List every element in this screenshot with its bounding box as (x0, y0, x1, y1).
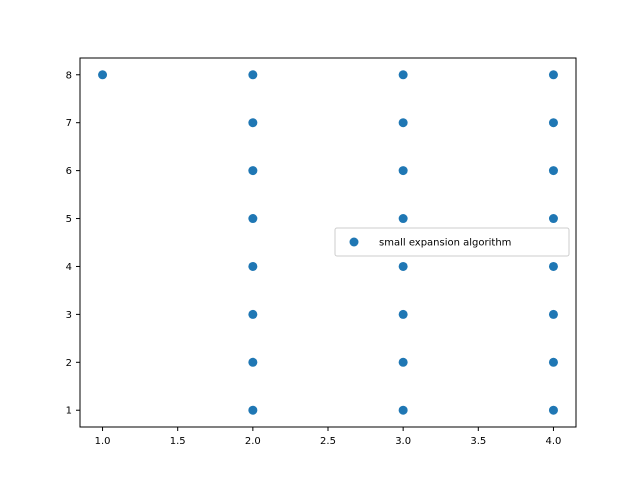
y-tick-label: 6 (66, 166, 72, 177)
x-axis: 1.0 1.5 2.0 2.5 3.0 3.5 4.0 (95, 427, 562, 447)
y-axis: 1 2 3 4 5 6 7 8 (66, 70, 80, 417)
data-point (548, 261, 558, 271)
legend-box (334, 227, 570, 257)
data-point (248, 405, 258, 415)
x-tick-label: 1.5 (170, 436, 186, 447)
y-tick-label: 4 (66, 262, 72, 273)
data-point (398, 309, 408, 319)
y-tick-label: 2 (66, 358, 72, 369)
data-point (548, 357, 558, 367)
x-tick-label: 3.5 (470, 436, 486, 447)
data-point (398, 166, 408, 176)
x-tick-label: 3.0 (395, 436, 411, 447)
x-tick-label: 4.0 (546, 436, 562, 447)
data-point (398, 214, 408, 224)
data-point (248, 166, 258, 176)
legend: small expansion algorithm (334, 227, 570, 257)
data-point (548, 118, 558, 128)
data-point (548, 214, 558, 224)
x-tick-label: 2.5 (320, 436, 336, 447)
x-tick-label: 1.0 (95, 436, 111, 447)
y-tick-label: 1 (66, 406, 72, 417)
data-point (248, 357, 258, 367)
data-point (398, 405, 408, 415)
data-point (398, 118, 408, 128)
data-point (548, 309, 558, 319)
data-point (548, 405, 558, 415)
data-point (548, 166, 558, 176)
data-points (98, 70, 558, 415)
data-point (398, 261, 408, 271)
data-point (248, 70, 258, 80)
data-point (248, 309, 258, 319)
y-tick-label: 5 (66, 214, 72, 225)
data-point (248, 118, 258, 128)
data-point (398, 357, 408, 367)
y-tick-label: 3 (66, 310, 72, 321)
data-point (248, 214, 258, 224)
y-tick-label: 7 (66, 118, 72, 129)
data-point (548, 70, 558, 80)
legend-marker (349, 237, 359, 247)
data-point (98, 70, 108, 80)
y-tick-label: 8 (66, 70, 72, 81)
legend-label: small expansion algorithm (379, 238, 511, 249)
x-tick-label: 2.0 (245, 436, 261, 447)
data-point (398, 70, 408, 80)
data-point (248, 261, 258, 271)
